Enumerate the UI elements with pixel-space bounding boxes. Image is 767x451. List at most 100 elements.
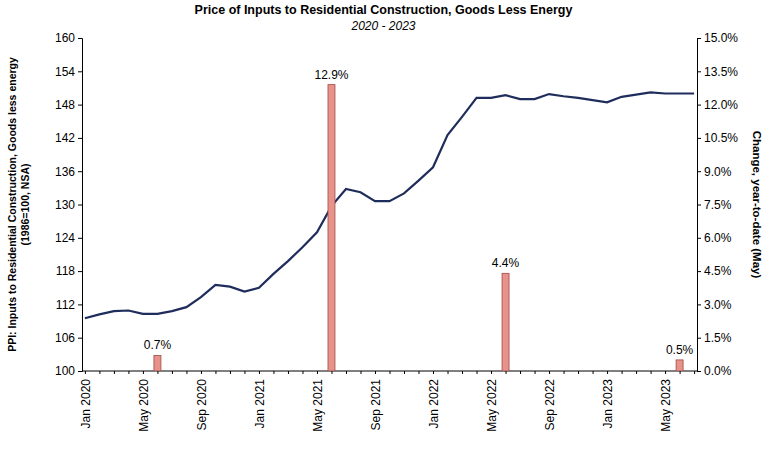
y-tick: 112: [56, 298, 82, 312]
x-tick: [288, 371, 289, 374]
x-tick-mark: [215, 371, 216, 374]
x-tick-mark: [390, 371, 391, 374]
y-tick: 160: [55, 31, 82, 45]
y2-tick-label: 12.0%: [704, 98, 738, 112]
y2-tick: 7.5%: [697, 198, 732, 212]
y-axis-title: PPI: Inputs to Residential Construction,…: [6, 57, 31, 352]
x-tick-mark: [593, 371, 594, 374]
x-tick-mark: [172, 371, 173, 374]
x-tick: Sep 2022: [543, 371, 557, 430]
chart: Price of Inputs to Residential Construct…: [0, 0, 767, 451]
x-tick-mark: [317, 371, 318, 374]
x-tick-mark: [680, 371, 681, 374]
y2-tick-label: 10.5%: [704, 131, 738, 145]
x-tick: [564, 371, 565, 374]
x-tick-mark: [186, 371, 187, 374]
x-tick: [506, 371, 507, 374]
x-tick-mark: [535, 371, 536, 374]
x-tick-mark: [578, 371, 579, 374]
x-tick-label: Jan 2022: [427, 379, 441, 429]
y-tick-mark: [78, 338, 82, 339]
y2-axis-title: Change, year-to-date (May): [751, 131, 763, 279]
x-tick-label: May 2022: [485, 379, 499, 432]
y-tick-mark: [78, 38, 82, 39]
x-tick-label: Jan 2021: [253, 379, 267, 429]
x-tick: [520, 371, 521, 374]
x-tick-label: Jan 2023: [601, 379, 615, 429]
x-tick-mark: [506, 371, 507, 374]
y2-tick-label: 0.0%: [704, 364, 732, 378]
x-tick-mark: [491, 371, 492, 374]
x-tick-label: Jan 2020: [79, 379, 93, 429]
plot-area: [85, 85, 694, 371]
x-tick-mark: [244, 371, 245, 374]
y-tick-mark: [78, 138, 82, 139]
y2-tick-label: 3.0%: [704, 298, 732, 312]
x-tick: [244, 371, 245, 374]
data-label: 12.9%: [314, 68, 348, 82]
y-axis-title-line: (1986=100, NSA): [19, 163, 31, 245]
x-tick-mark: [419, 371, 420, 374]
y2-tick-mark: [697, 138, 701, 139]
x-tick-mark: [259, 371, 260, 374]
y2-tick-label: 6.0%: [704, 231, 732, 245]
x-tick-label: Sep 2020: [195, 379, 209, 431]
x-tick-mark: [143, 371, 144, 374]
y-tick: 124: [55, 231, 82, 245]
x-tick-mark: [346, 371, 347, 374]
x-tick: [346, 371, 347, 374]
x-tick: [419, 371, 420, 374]
y-tick: 148: [55, 98, 82, 112]
x-tick: [593, 371, 594, 374]
y-tick-label: 154: [55, 65, 75, 79]
y-tick-label: 100: [55, 364, 75, 378]
x-tick-mark: [114, 371, 115, 374]
y2-tick: 12.0%: [697, 98, 738, 112]
y-tick-label: 118: [56, 264, 75, 278]
y2-tick: 10.5%: [697, 131, 738, 145]
y-tick-mark: [78, 238, 82, 239]
y-tick-label: 124: [55, 231, 75, 245]
x-tick-mark: [694, 371, 695, 374]
x-tick: Jan 2023: [601, 371, 615, 428]
x-tick: Jan 2021: [253, 371, 267, 428]
x-tick-mark: [477, 371, 478, 374]
x-tick-mark: [665, 371, 666, 374]
y2-tick-mark: [697, 105, 701, 106]
line: [85, 92, 694, 318]
x-tick-mark: [564, 371, 565, 374]
x-tick: [622, 371, 623, 374]
x-tick: Sep 2020: [195, 371, 209, 430]
y2-tick-mark: [697, 205, 701, 206]
x-tick: [128, 371, 129, 374]
y2-tick: 4.5%: [697, 264, 732, 278]
x-tick: [578, 371, 579, 374]
x-tick: [230, 371, 231, 374]
x-tick-mark: [448, 371, 449, 374]
y-tick-label: 106: [55, 331, 75, 345]
y-tick: 130: [55, 198, 82, 212]
y-axis-title-line: PPI: Inputs to Residential Construction,…: [6, 57, 18, 352]
y2-tick-label: 15.0%: [704, 31, 738, 45]
y-tick-mark: [78, 171, 82, 172]
x-tick-label: May 2023: [659, 379, 673, 432]
y-tick-mark: [78, 371, 82, 372]
y-tick-mark: [78, 271, 82, 272]
x-tick-mark: [433, 371, 434, 374]
x-tick: [636, 371, 637, 374]
y-tick: 154: [55, 65, 82, 79]
x-tick: [535, 371, 536, 374]
data-labels: 0.7%12.9%4.4%0.5%: [144, 68, 694, 357]
x-tick-mark: [99, 371, 100, 374]
x-axis: Jan 2020May 2020Sep 2020Jan 2021May 2021…: [79, 371, 697, 432]
y-tick-mark: [78, 304, 82, 305]
x-tick: [186, 371, 187, 374]
bar: [676, 360, 683, 371]
y-tick: 118: [56, 264, 82, 278]
y-axis-line: [78, 39, 83, 372]
x-tick-mark: [273, 371, 274, 374]
y2-tick: 15.0%: [697, 31, 738, 45]
data-label: 0.5%: [666, 343, 694, 357]
y-tick: 142: [55, 131, 82, 145]
x-tick-mark: [622, 371, 623, 374]
